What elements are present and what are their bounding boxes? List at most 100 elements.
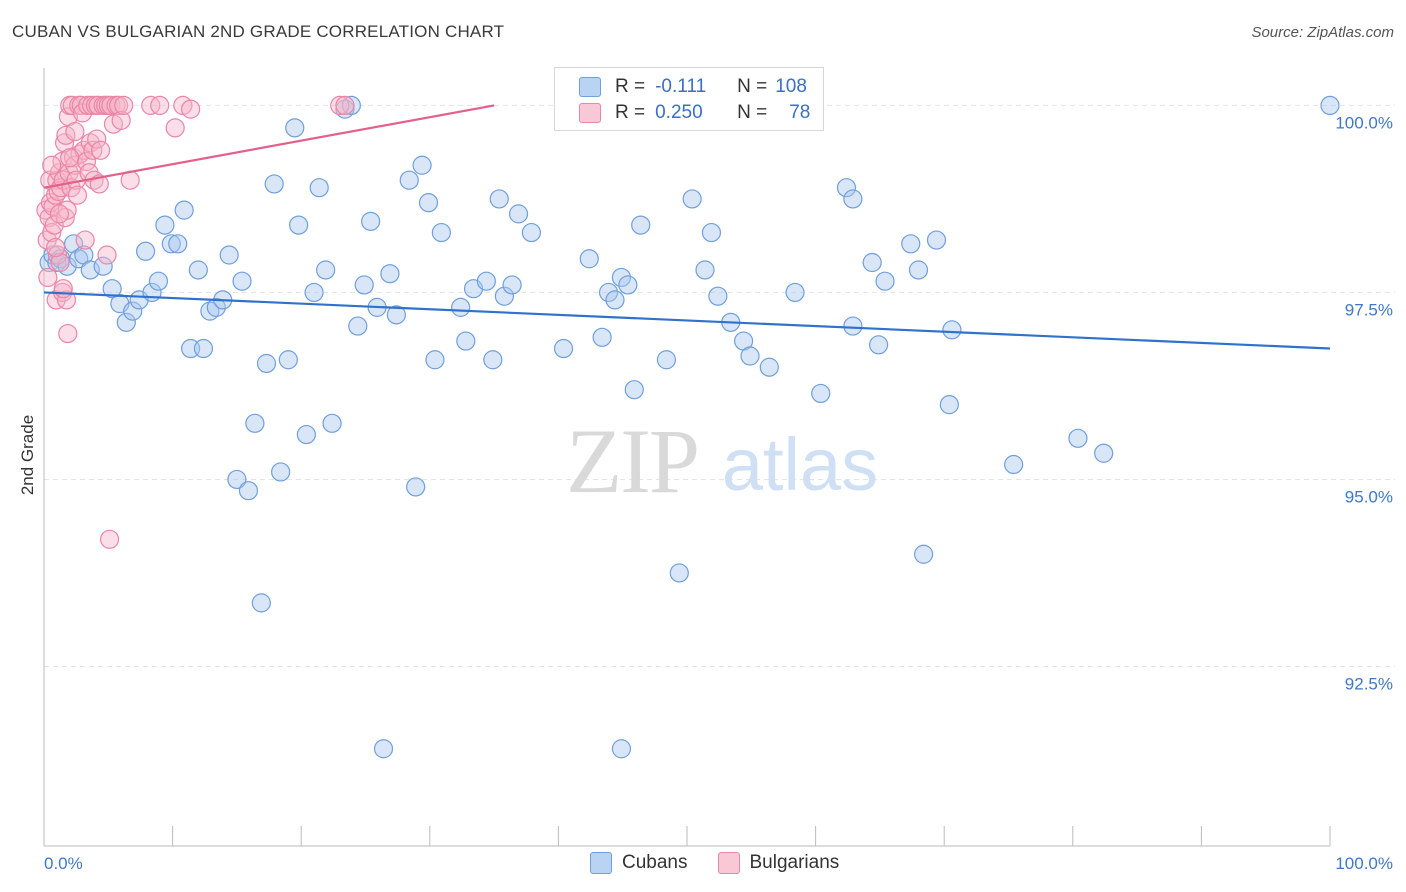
- cuban-point-15: [135, 241, 156, 261]
- cuban-point-37: [278, 350, 298, 370]
- cuban-point-83: [695, 260, 715, 280]
- cuban-point-56: [412, 155, 432, 175]
- bulgarians-n-value: 78: [789, 102, 811, 123]
- cuban-trend-line: [43, 291, 1331, 350]
- cuban-point-31: [238, 481, 259, 501]
- cuban-point-13: [123, 301, 143, 321]
- cuban-point-61: [456, 331, 476, 351]
- bulgarian-point-62: [114, 95, 134, 116]
- y-tick-label-1: 95.0%: [1345, 487, 1393, 506]
- cuban-point-96: [869, 335, 889, 355]
- cuban-point-69: [521, 222, 541, 243]
- cuban-point-24: [193, 338, 214, 359]
- cubans-n-label: N =: [737, 76, 768, 97]
- cuban-point-47: [348, 316, 368, 336]
- cuban-point-36: [271, 462, 291, 482]
- cuban-point-43: [316, 260, 336, 280]
- bulgarian-point-72: [45, 237, 66, 258]
- watermark: ZIP atlas: [566, 410, 878, 512]
- bulgarians-points: [36, 95, 355, 549]
- cubans-swatch: [579, 77, 601, 97]
- cuban-point-94: [843, 316, 863, 336]
- cuban-point-82: [682, 189, 702, 209]
- cuban-point-84: [701, 222, 722, 243]
- bulgarian-point-71: [42, 155, 62, 175]
- cubans-n-value: 108: [775, 76, 807, 97]
- bulgarian-point-23: [56, 290, 77, 310]
- bulgarian-point-56: [99, 529, 120, 549]
- cuban-point-72: [592, 327, 612, 347]
- cuban-point-38: [285, 118, 305, 138]
- cuban-point-74: [605, 290, 625, 310]
- cuban-point-59: [431, 222, 451, 243]
- legend-item-cubans[interactable]: Cubans: [590, 852, 688, 874]
- cuban-point-92: [836, 178, 857, 198]
- cubans-points: [39, 95, 1340, 759]
- cuban-point-60: [451, 297, 471, 317]
- bulgarian-point-75: [60, 148, 80, 168]
- cuban-point-102: [939, 395, 959, 415]
- bulgarians-n-label: N =: [737, 102, 768, 123]
- bulgarian-point-12: [47, 245, 68, 265]
- bulgarian-point-40: [75, 230, 95, 250]
- y-tick-label-0: 92.5%: [1345, 674, 1393, 693]
- cuban-point-6: [69, 249, 89, 269]
- cuban-point-64: [483, 350, 503, 370]
- legend-item-bulgarians[interactable]: Bulgarians: [717, 852, 840, 874]
- cuban-point-23: [188, 260, 208, 280]
- x-tick-label-0: 0.0%: [44, 854, 83, 873]
- tick-labels: 92.5% 95.0% 97.5% 100.0% 0.0% 100.0%: [44, 113, 1393, 873]
- cuban-point-51: [373, 739, 394, 759]
- cuban-point-39: [289, 215, 309, 235]
- bulgarian-point-66: [165, 118, 185, 138]
- bulgarian-point-7: [43, 196, 63, 216]
- cuban-point-79: [631, 215, 651, 235]
- cuban-point-58: [425, 350, 445, 370]
- cuban-point-35: [264, 174, 284, 194]
- bulgarians-legend-label: Bulgarians: [749, 852, 840, 873]
- bulgarian-point-73: [49, 204, 70, 224]
- cuban-point-90: [785, 282, 805, 303]
- chart-title: CUBAN VS BULGARIAN 2ND GRADE CORRELATION…: [12, 22, 505, 41]
- cuban-point-48: [354, 275, 374, 295]
- cuban-point-107: [1320, 95, 1340, 116]
- cuban-point-63: [476, 271, 496, 291]
- cuban-point-46: [341, 95, 361, 116]
- cuban-point-66: [494, 286, 514, 306]
- cuban-point-99: [908, 260, 929, 280]
- bulgarian-point-37: [71, 95, 91, 116]
- watermark-zip: ZIP: [566, 410, 698, 512]
- bulgarians-r-value: 0.250: [655, 102, 703, 123]
- cuban-point-68: [508, 204, 529, 224]
- bulgarian-point-77: [97, 245, 117, 265]
- cuban-point-54: [399, 170, 419, 190]
- x-tick-label-1: 100.0%: [1335, 854, 1393, 873]
- cuban-point-8: [80, 260, 100, 280]
- y-tick-label-3: 100.0%: [1335, 113, 1393, 132]
- cubans-r-value: -0.111: [655, 76, 707, 97]
- bulgarian-point-65: [150, 95, 170, 116]
- cuban-point-21: [174, 200, 194, 220]
- cuban-point-53: [386, 305, 406, 325]
- cuban-point-78: [624, 380, 644, 400]
- bulgarian-point-52: [90, 140, 111, 160]
- cuban-point-101: [926, 230, 947, 250]
- bulgarian-point-2: [38, 267, 58, 288]
- cuban-point-95: [862, 252, 882, 273]
- cuban-point-17: [148, 271, 169, 291]
- cuban-point-12: [116, 312, 136, 332]
- cuban-point-28: [219, 245, 239, 265]
- cuban-point-52: [380, 264, 400, 284]
- bulgarians-r-label: R =: [615, 102, 646, 123]
- cuban-point-106: [1094, 443, 1114, 463]
- bulgarian-point-8: [44, 215, 64, 235]
- cuban-point-10: [102, 279, 122, 299]
- bulgarian-point-70: [335, 95, 355, 116]
- bulgarian-point-6: [42, 222, 62, 243]
- bulgarian-point-69: [330, 95, 350, 116]
- bulgarian-point-68: [181, 99, 201, 119]
- bulgarian-point-15: [50, 252, 70, 273]
- bulgarians-swatch: [579, 103, 601, 123]
- cubans-r-label: R =: [615, 76, 646, 97]
